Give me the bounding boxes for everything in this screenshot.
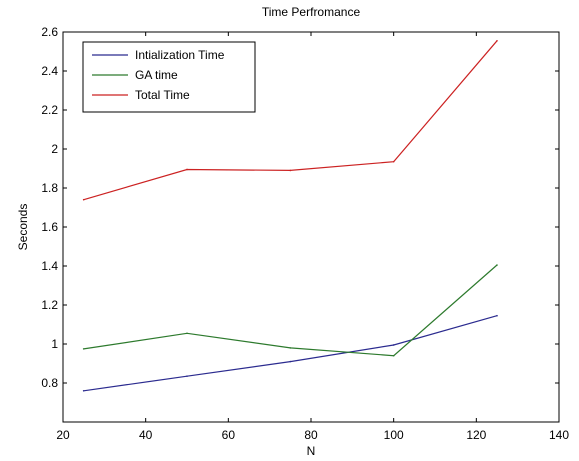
data-point-intialization-time xyxy=(82,390,85,392)
data-point-total-time xyxy=(392,160,395,163)
data-point-ga-time xyxy=(82,348,85,350)
y-tick-label: 1.8 xyxy=(41,181,58,195)
legend-label-intialization-time: Intialization Time xyxy=(135,48,225,62)
legend-box xyxy=(82,41,256,113)
legend-label-total-time: Total Time xyxy=(135,88,190,102)
data-point-ga-time xyxy=(496,264,498,266)
x-tick-label: 60 xyxy=(222,428,236,442)
legend-label-ga-time: GA time xyxy=(135,68,178,82)
data-point-intialization-time xyxy=(186,375,188,377)
x-tick-label: 80 xyxy=(304,428,318,442)
data-point-total-time xyxy=(289,169,292,172)
y-tick-label: 2.6 xyxy=(41,25,58,39)
y-axis-title: Seconds xyxy=(16,204,30,251)
y-tick-label: 2.4 xyxy=(41,64,58,78)
chart-title: Time Perfromance xyxy=(262,5,361,19)
data-point-intialization-time xyxy=(289,360,292,363)
x-axis: 20 40 60 80 100 120 140 xyxy=(56,32,569,442)
legend: Intialization Time GA time Total Time xyxy=(82,41,256,113)
y-tick-label: 1.6 xyxy=(41,220,58,234)
data-point-total-time xyxy=(186,168,188,171)
series-layer xyxy=(82,39,498,392)
y-axis: 0.8 1 1.2 1.4 1.6 1.8 2 2.2 2.4 2.6 xyxy=(41,25,559,390)
x-tick-label: 120 xyxy=(466,428,486,442)
y-tick-label: 1.4 xyxy=(41,259,58,273)
x-axis-title: N xyxy=(307,444,316,458)
y-tick-label: 2 xyxy=(51,142,58,156)
data-point-total-time xyxy=(82,198,85,201)
x-tick-label: 40 xyxy=(139,428,153,442)
x-tick-label: 100 xyxy=(384,428,404,442)
data-point-total-time xyxy=(496,39,498,42)
x-tick-label: 140 xyxy=(549,428,569,442)
x-tick-label: 20 xyxy=(56,428,70,442)
data-point-ga-time xyxy=(392,354,395,357)
data-point-intialization-time xyxy=(496,314,498,317)
y-tick-label: 2.2 xyxy=(41,103,58,117)
y-tick-label: 0.8 xyxy=(41,376,58,390)
data-point-ga-time xyxy=(186,332,188,335)
y-tick-label: 1 xyxy=(51,337,58,351)
data-point-ga-time xyxy=(289,347,292,349)
data-point-intialization-time xyxy=(392,344,395,346)
y-tick-label: 1.2 xyxy=(41,298,58,312)
